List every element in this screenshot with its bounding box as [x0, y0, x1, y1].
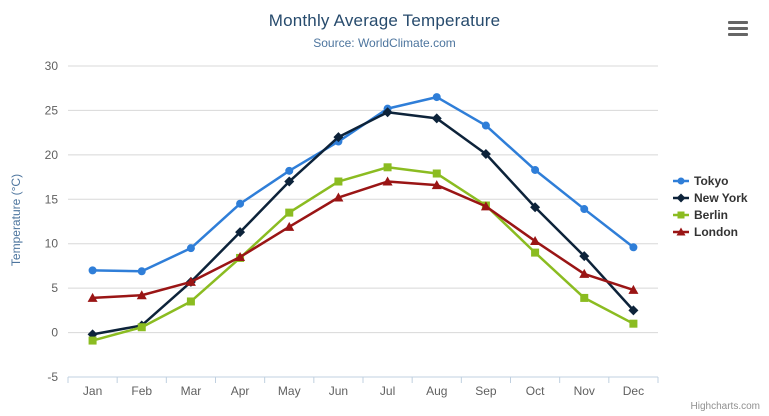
data-point-marker [285, 208, 294, 217]
data-point-marker [530, 202, 541, 213]
data-point-marker [382, 107, 393, 118]
chart-subtitle: Source: WorldClimate.com [313, 36, 456, 50]
data-point-marker [629, 319, 638, 328]
x-axis-tick-label: Jan [83, 384, 102, 398]
data-point-marker [677, 211, 685, 218]
data-point-marker [530, 236, 541, 246]
legend-marker-icon [673, 193, 689, 202]
legend-item-tokyo[interactable]: Tokyo [673, 172, 748, 189]
legend-marker-icon [673, 227, 689, 235]
series-new-york[interactable] [87, 107, 639, 340]
y-axis-tick-label: 20 [45, 148, 59, 162]
data-point-marker [431, 113, 442, 124]
data-point-marker [88, 266, 97, 275]
series-line [91, 110, 635, 336]
data-point-marker [677, 177, 685, 184]
x-axis-tick-label: Jul [380, 384, 395, 398]
y-axis-tick-label: 10 [45, 237, 59, 251]
legend-item-new-york[interactable]: New York [673, 189, 748, 206]
legend-item-label: Berlin [694, 207, 729, 222]
y-axis-tick-label: 30 [45, 59, 59, 73]
data-point-marker [137, 267, 146, 276]
data-point-marker [236, 199, 245, 208]
x-axis-tick-label: Nov [574, 384, 595, 398]
x-axis-tick-label: Oct [526, 384, 545, 398]
data-point-marker [531, 165, 540, 174]
legend-item-label: Tokyo [694, 173, 729, 188]
legend-marker-icon [673, 211, 689, 218]
data-point-marker [333, 132, 344, 143]
data-point-marker [186, 297, 195, 306]
y-axis-tick-label: 5 [51, 281, 58, 295]
data-point-marker [480, 148, 491, 159]
data-point-marker [579, 268, 590, 278]
data-point-marker [432, 169, 441, 178]
data-point-marker [481, 121, 490, 130]
data-point-marker [285, 166, 294, 175]
data-point-marker [628, 305, 639, 316]
x-axis-tick-label: Dec [623, 384, 644, 398]
legend-item-label: New York [694, 190, 748, 205]
data-point-marker [580, 293, 589, 302]
legend: Tokyo New York Berlin London [673, 172, 748, 240]
data-point-marker [628, 284, 639, 294]
data-point-marker [382, 176, 393, 186]
legend-item-berlin[interactable]: Berlin [673, 206, 748, 223]
data-point-marker [88, 336, 97, 345]
data-point-marker [629, 243, 638, 252]
x-axis-tick-label: Feb [131, 384, 152, 398]
data-point-marker [531, 248, 540, 257]
series-line [91, 95, 635, 273]
data-point-marker [87, 292, 98, 302]
legend-item-london[interactable]: London [673, 223, 748, 240]
y-axis-tick-label: 15 [45, 192, 59, 206]
x-axis-tick-label: Apr [231, 384, 250, 398]
data-point-marker [333, 192, 344, 202]
x-axis-tick-label: Sep [475, 384, 497, 398]
data-point-marker [235, 252, 246, 262]
data-point-marker [186, 244, 195, 253]
x-axis-tick-label: Jun [329, 384, 348, 398]
y-axis-tick-label: 25 [45, 103, 59, 117]
data-point-marker [334, 177, 343, 186]
highcharts-credits-link[interactable]: Highcharts.com [690, 401, 760, 412]
data-point-marker [383, 163, 392, 172]
series-line [91, 180, 635, 300]
data-point-marker [580, 205, 589, 214]
legend-marker-icon [673, 177, 689, 184]
data-point-marker [137, 323, 146, 332]
data-point-marker [480, 201, 491, 211]
legend-item-label: London [694, 224, 738, 239]
x-axis-tick-label: Mar [181, 384, 202, 398]
series-line [91, 166, 635, 342]
data-point-marker [185, 276, 196, 286]
y-axis-tick-label: 0 [51, 326, 58, 340]
x-axis-tick-label: Aug [426, 384, 447, 398]
data-point-marker [284, 176, 295, 187]
data-point-marker [579, 251, 590, 262]
data-point-marker [676, 193, 686, 202]
x-axis-tick-label: May [278, 384, 301, 398]
y-axis-tick-label: -5 [47, 370, 58, 384]
data-point-marker [235, 227, 246, 238]
data-point-marker [136, 290, 147, 300]
chart-title: Monthly Average Temperature [268, 11, 501, 30]
data-point-marker [284, 221, 295, 231]
data-point-marker [676, 227, 686, 235]
series-tokyo[interactable] [88, 93, 638, 276]
data-point-marker [431, 180, 442, 190]
data-point-marker [432, 93, 441, 102]
export-menu-button[interactable] [726, 16, 754, 40]
series-london[interactable] [87, 176, 639, 302]
